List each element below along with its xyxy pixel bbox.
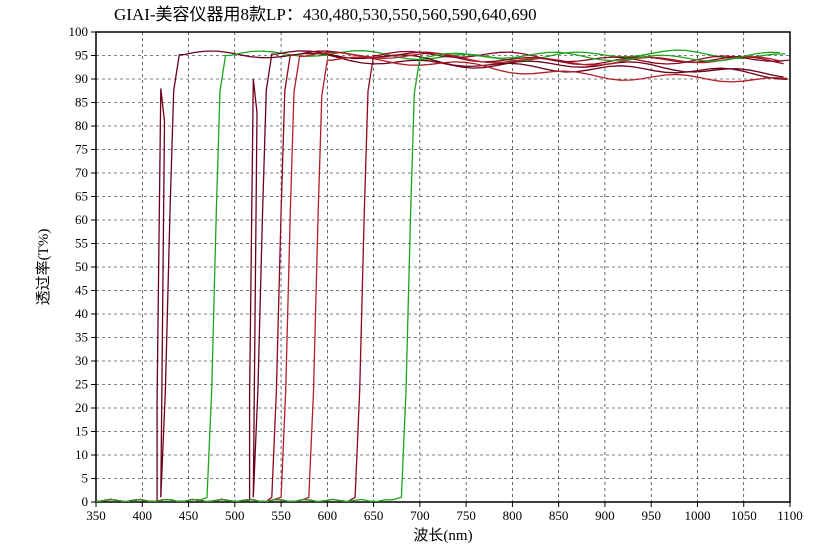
ytick-label: 90	[75, 71, 88, 86]
ytick-label: 35	[75, 330, 88, 345]
ytick-label: 15	[75, 424, 88, 439]
xtick-label: 950	[641, 508, 661, 523]
ytick-label: 20	[75, 400, 88, 415]
xtick-label: 1000	[684, 508, 710, 523]
ytick-label: 5	[82, 471, 89, 486]
chart-title: GIAI-美容仪器用8款LP：430,480,530,550,560,590,6…	[114, 5, 537, 24]
ytick-label: 50	[75, 259, 88, 274]
xtick-label: 800	[503, 508, 523, 523]
xtick-label: 850	[549, 508, 569, 523]
y-axis-label: 透过率(T%)	[35, 229, 52, 306]
ytick-label: 75	[75, 142, 88, 157]
xtick-label: 400	[133, 508, 153, 523]
ytick-label: 65	[75, 189, 88, 204]
ytick-label: 70	[75, 165, 88, 180]
xtick-label: 1050	[731, 508, 757, 523]
ytick-label: 80	[75, 118, 88, 133]
ytick-label: 25	[75, 377, 88, 392]
xtick-label: 1100	[777, 508, 803, 523]
xtick-label: 550	[271, 508, 291, 523]
ytick-label: 85	[75, 95, 88, 110]
xtick-label: 700	[410, 508, 430, 523]
xtick-label: 900	[595, 508, 615, 523]
chart-svg: 3504004505005506006507007508008509009501…	[0, 0, 836, 552]
xtick-label: 450	[179, 508, 199, 523]
x-axis-label: 波长(nm)	[413, 527, 472, 544]
ytick-label: 40	[75, 306, 88, 321]
xtick-label: 500	[225, 508, 245, 523]
ytick-label: 45	[75, 283, 88, 298]
xtick-label: 350	[86, 508, 106, 523]
ytick-label: 10	[75, 447, 88, 462]
xtick-label: 650	[364, 508, 384, 523]
xtick-label: 750	[456, 508, 476, 523]
ytick-label: 0	[82, 494, 89, 509]
chart-bg	[0, 0, 836, 552]
ytick-label: 30	[75, 353, 88, 368]
ytick-label: 60	[75, 212, 88, 227]
xtick-label: 600	[318, 508, 338, 523]
ytick-label: 100	[69, 24, 89, 39]
ytick-label: 95	[75, 48, 88, 63]
ytick-label: 55	[75, 236, 88, 251]
